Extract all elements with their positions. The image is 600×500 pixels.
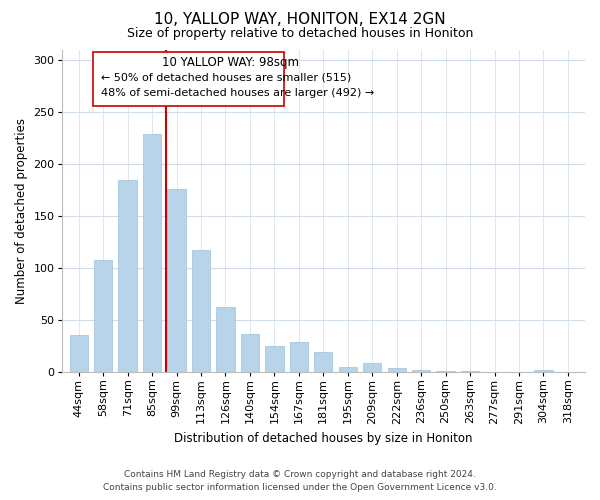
Bar (217, 308, 235, 372)
Text: Size of property relative to detached houses in Honiton: Size of property relative to detached ho… (127, 28, 473, 40)
Bar (290, 342, 308, 372)
Bar (461, 370, 479, 372)
Y-axis label: Number of detached properties: Number of detached properties (15, 118, 28, 304)
Bar (363, 364, 382, 372)
Bar (534, 370, 553, 372)
Bar (167, 189, 186, 372)
Bar (94, 260, 112, 372)
Bar (388, 368, 406, 372)
Bar (314, 352, 332, 372)
FancyBboxPatch shape (94, 52, 284, 106)
Bar (338, 368, 357, 372)
Text: Contains HM Land Registry data © Crown copyright and database right 2024.
Contai: Contains HM Land Registry data © Crown c… (103, 470, 497, 492)
Bar (412, 370, 430, 372)
Bar (118, 180, 137, 372)
Bar (241, 334, 259, 372)
Text: ← 50% of detached houses are smaller (515): ← 50% of detached houses are smaller (51… (101, 73, 351, 83)
Text: 10 YALLOP WAY: 98sqm: 10 YALLOP WAY: 98sqm (162, 56, 299, 70)
Bar (143, 134, 161, 372)
Text: 48% of semi-detached houses are larger (492) →: 48% of semi-detached houses are larger (… (101, 88, 374, 98)
X-axis label: Distribution of detached houses by size in Honiton: Distribution of detached houses by size … (174, 432, 473, 445)
Bar (436, 370, 455, 372)
Text: 10, YALLOP WAY, HONITON, EX14 2GN: 10, YALLOP WAY, HONITON, EX14 2GN (154, 12, 446, 28)
Bar (192, 250, 210, 372)
Bar (265, 346, 284, 372)
Bar (70, 336, 88, 372)
